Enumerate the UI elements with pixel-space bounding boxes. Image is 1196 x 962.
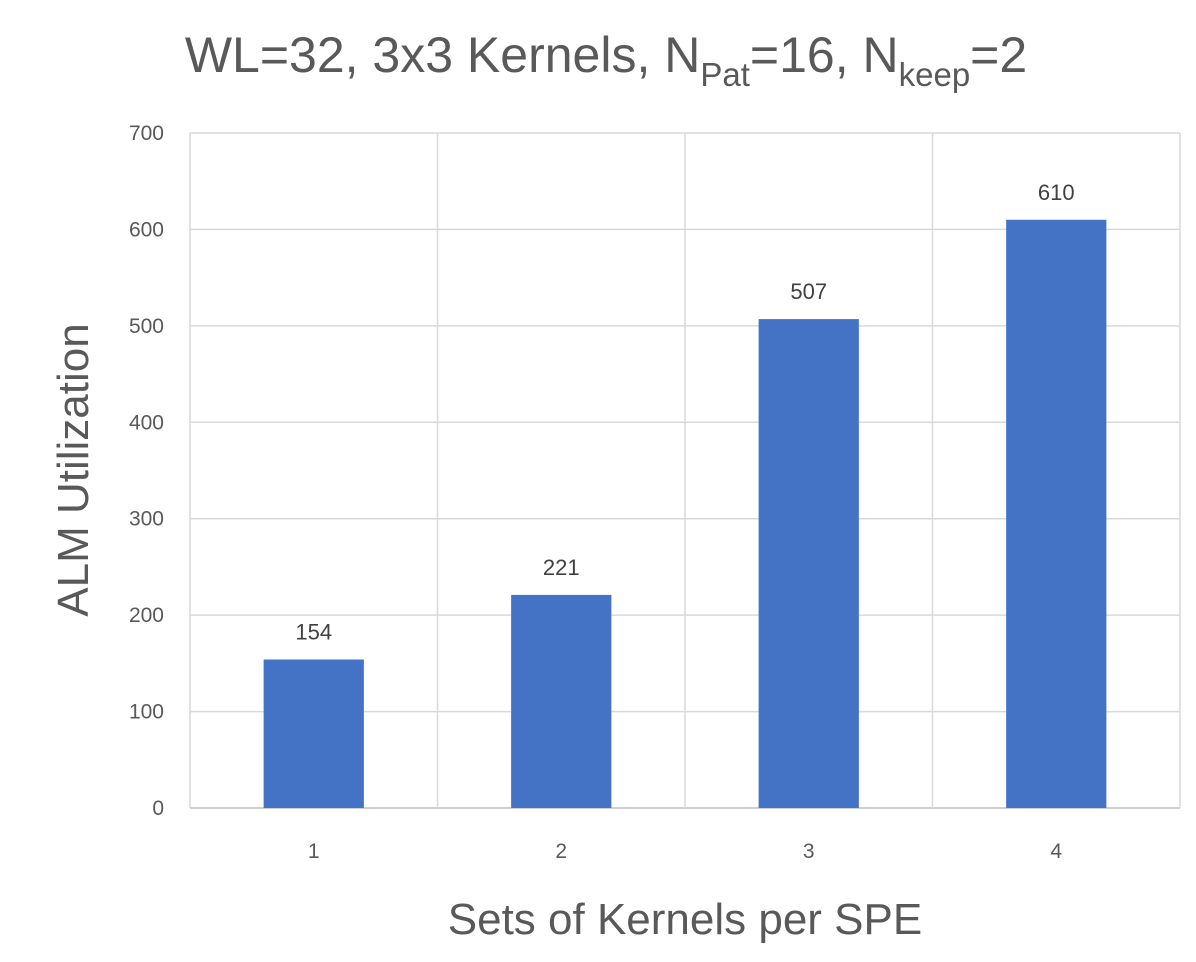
y-tick-label: 600 <box>129 218 164 241</box>
data-label: 221 <box>543 555 580 580</box>
data-label: 507 <box>790 279 827 304</box>
bar <box>758 319 859 808</box>
x-tick-label: 3 <box>803 840 815 863</box>
data-label: 610 <box>1038 180 1075 205</box>
y-tick-label: 100 <box>129 701 164 724</box>
y-tick-label: 700 <box>129 122 164 145</box>
chart-title-subscript-pat: Pat <box>700 56 750 93</box>
y-tick-label: 0 <box>152 797 164 820</box>
bar <box>1006 219 1107 809</box>
x-axis-label: Sets of Kernels per SPE <box>448 895 922 944</box>
tick-labels: 0 100 200 300 400 500 600 700 1 2 3 4 <box>129 122 1062 863</box>
y-tick-label: 400 <box>129 411 164 434</box>
bar <box>263 659 364 808</box>
y-tick-label: 500 <box>129 315 164 338</box>
chart-title-part-2: =16, N <box>750 27 899 83</box>
y-tick-label: 200 <box>129 604 164 627</box>
chart-title-part-3: =2 <box>970 27 1027 83</box>
bar <box>511 594 612 808</box>
chart-title-subscript-keep: keep <box>899 56 971 93</box>
x-tick-label: 1 <box>308 840 320 863</box>
x-tick-label: 2 <box>555 840 567 863</box>
data-labels: 154 221 507 610 <box>295 180 1074 645</box>
chart-title-part-1: WL=32, 3x3 Kernels, N <box>185 27 701 83</box>
x-tick-label: 4 <box>1050 840 1062 863</box>
y-tick-label: 300 <box>129 508 164 531</box>
bars <box>263 219 1107 809</box>
y-axis-label: ALM Utilization <box>49 323 98 616</box>
chart-title: WL=32, 3x3 Kernels, NPat=16, Nkeep=2 <box>185 27 1027 93</box>
data-label: 154 <box>295 620 332 645</box>
